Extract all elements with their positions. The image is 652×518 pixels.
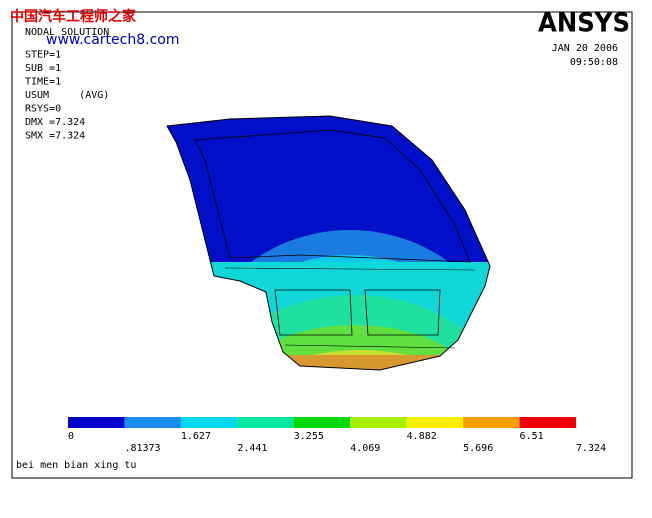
window-outline [194,129,471,263]
ansys-logo: ANSYS [538,9,630,39]
info-line: USUM (AVG) [25,90,109,101]
legend-band [350,417,407,428]
info-line: DMX =7.324 [25,117,85,128]
legend-label: 6.51 [520,431,544,442]
legend-band [237,417,294,428]
legend-label: 4.882 [407,431,437,442]
door-panels [274,289,441,336]
time: 09:50:08 [570,57,618,68]
info-line: STEP=1 [25,50,61,61]
legend-band [463,417,520,428]
legend-band [293,417,351,428]
legend-label: 2.441 [237,443,267,454]
legend-band [68,417,125,428]
legend-band [519,417,576,428]
legend-band [124,417,181,428]
legend-label: 5.696 [463,443,493,454]
door-outline [166,115,491,371]
door-ribs [224,267,476,349]
info-line: NODAL SOLUTION [25,27,109,38]
legend-label: 4.069 [350,443,380,454]
date: JAN 20 2006 [552,43,618,54]
legend-band [180,417,238,428]
info-line: TIME=1 [25,77,61,88]
info-block: NODAL SOLUTION STEP=1 SUB =1 TIME=1 USUM (AV… [25,27,109,142]
legend-label: .81373 [124,443,160,454]
watermark-title: 中国汽车工程师之家 [10,8,137,25]
legend-label: 0 [68,431,74,442]
legend-label: 1.627 [181,431,211,442]
legend-band [406,417,464,428]
watermark-url: www.cartech8.com [46,32,179,48]
legend-label: 7.324 [576,443,606,454]
info-line: RSYS=0 [25,104,61,115]
info-line: SUB =1 [25,63,61,74]
info-line: SMX =7.324 [25,131,85,142]
legend: 0 .81373 1.627 2.441 3.255 4.069 4.882 5.696 6.5… [68,417,606,454]
legend-label: 3.255 [294,431,324,442]
caption: bei men bian xing tu [16,460,136,471]
